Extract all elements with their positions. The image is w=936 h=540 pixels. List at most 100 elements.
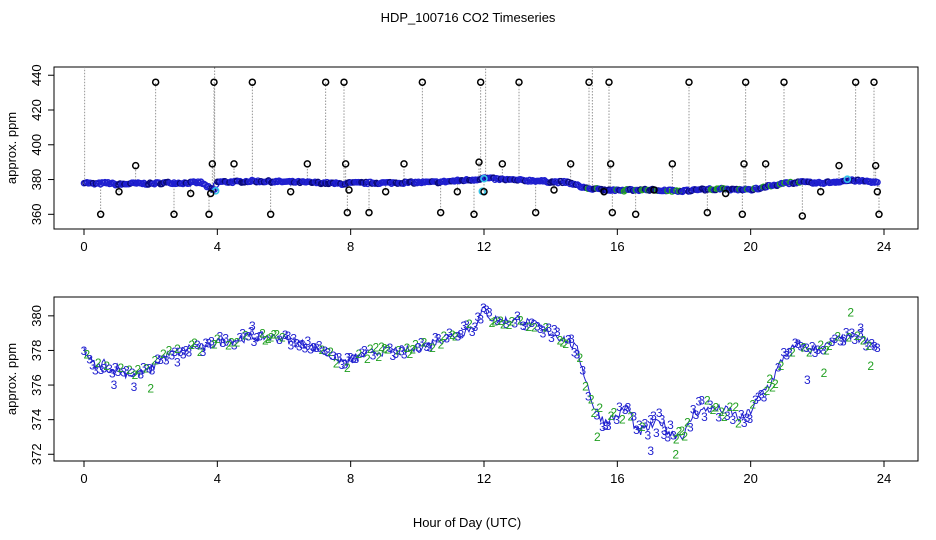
marker-series-2: 2 — [429, 341, 436, 355]
marker-series-2: 2 — [727, 400, 734, 414]
marker-series-3: 3 — [494, 314, 501, 328]
marker-series-2: 2 — [678, 424, 685, 438]
top-outlier-point — [286, 187, 295, 196]
marker-series-3: 3 — [457, 328, 464, 342]
marker-series-3: 3 — [746, 412, 753, 426]
top-outlier-point — [873, 187, 882, 196]
top-outlier-point — [871, 161, 880, 170]
top-outlier-point — [475, 158, 483, 166]
marker-series-3: 3 — [115, 365, 122, 379]
top-outlier-point — [365, 208, 373, 217]
top-spike-lines — [84, 67, 880, 217]
marker-series-3: 3 — [344, 351, 351, 365]
marker-series-3: 3 — [432, 331, 439, 345]
marker-series-3: 3 — [256, 330, 263, 344]
marker-series-3: 3 — [183, 344, 190, 358]
top-y-tick-label: 440 — [29, 64, 44, 86]
marker-series-3: 3 — [358, 346, 365, 360]
marker-series-2: 2 — [800, 341, 807, 355]
marker-series-3: 3 — [599, 420, 606, 434]
marker-series-3: 3 — [511, 317, 518, 331]
marker-series-3: 3 — [602, 419, 609, 433]
top-outlier-point — [531, 208, 540, 217]
bottom-y-tick-label: 372 — [29, 443, 44, 465]
top-outlier-point — [321, 78, 330, 86]
marker-series-2: 2 — [372, 340, 379, 354]
marker-series-3: 3 — [863, 340, 870, 354]
top-outlier-point — [210, 78, 218, 86]
marker-series-3: 3 — [129, 366, 136, 380]
marker-series-2: 2 — [191, 336, 198, 350]
marker-series-3: 3 — [548, 331, 555, 345]
top-outlier-point — [400, 160, 408, 168]
marker-series-2: 2 — [103, 359, 110, 373]
marker-series-2: 2 — [735, 417, 742, 431]
marker-series-2: 2 — [732, 400, 739, 414]
top-outlier-point — [798, 212, 807, 220]
marker-series-3: 3 — [661, 428, 668, 442]
marker-series-2: 2 — [531, 321, 538, 335]
marker-series-3: 3 — [537, 322, 544, 336]
marker-series-3: 3 — [324, 346, 331, 360]
marker-series-3: 3 — [650, 409, 657, 423]
marker-series-3: 3 — [831, 332, 838, 346]
marker-series-3: 3 — [477, 312, 484, 326]
marker-series-2: 2 — [763, 384, 770, 398]
marker-series-2: 2 — [333, 357, 340, 371]
marker-series-3: 3 — [565, 333, 572, 347]
marker-series-3: 3 — [174, 356, 181, 370]
marker-series-3: 3 — [653, 426, 660, 440]
marker-series-3: 3 — [622, 403, 629, 417]
marker-series-3: 3 — [857, 327, 864, 341]
marker-series-3: 3 — [370, 349, 377, 363]
marker-series-3: 3 — [185, 345, 192, 359]
marker-series-2: 2 — [83, 348, 90, 362]
marker-series-3: 3 — [656, 406, 663, 420]
marker-series-2: 2 — [491, 315, 498, 329]
top-outlier-point — [343, 208, 352, 217]
marker-series-3: 3 — [146, 362, 153, 376]
marker-series-3: 3 — [585, 390, 592, 404]
marker-series-2: 2 — [344, 361, 351, 375]
marker-series-3: 3 — [843, 326, 850, 340]
marker-series-3: 3 — [401, 348, 408, 362]
top-outlier-point — [453, 187, 462, 196]
marker-series-3: 3 — [89, 359, 96, 373]
marker-series-3: 3 — [707, 398, 714, 412]
marker-series-3: 3 — [131, 380, 138, 394]
marker-series-3: 3 — [353, 352, 360, 366]
marker-series-3: 3 — [177, 345, 184, 359]
marker-series-2: 2 — [364, 352, 371, 366]
marker-series-3: 3 — [336, 350, 343, 364]
top-main-series — [80, 174, 881, 196]
top-data-point — [874, 178, 881, 186]
marker-series-3: 3 — [282, 328, 289, 342]
top-outlier-point — [206, 189, 215, 198]
marker-series-3: 3 — [814, 343, 821, 357]
marker-series-3: 3 — [605, 419, 612, 433]
marker-series-3: 3 — [480, 301, 487, 315]
marker-series-3: 3 — [551, 323, 558, 337]
marker-series-3: 3 — [140, 361, 147, 375]
marker-series-3: 3 — [316, 338, 323, 352]
marker-series-3: 3 — [231, 339, 238, 353]
marker-series-3: 3 — [724, 409, 731, 423]
top-outlier-point — [650, 186, 658, 194]
top-outlier-point — [685, 78, 693, 86]
marker-series-2: 2 — [214, 332, 221, 346]
top-outlier-point — [170, 210, 178, 219]
marker-series-3: 3 — [81, 344, 88, 358]
x-axis-label: Hour of Day (UTC) — [413, 515, 521, 530]
bottom-series-polyline — [83, 305, 878, 441]
marker-series-3: 3 — [667, 418, 674, 432]
marker-series-2: 2 — [721, 410, 728, 424]
marker-series-3: 3 — [304, 334, 311, 348]
marker-series-2: 2 — [132, 368, 139, 382]
bottom-x-tick-label: 0 — [80, 471, 87, 486]
marker-series-2: 2 — [591, 406, 598, 420]
marker-series-2: 2 — [166, 343, 173, 357]
marker-series-2: 2 — [273, 327, 280, 341]
bottom-y-tick-label: 376 — [29, 374, 44, 396]
marker-series-3: 3 — [149, 363, 156, 377]
top-outlier-point — [566, 160, 575, 168]
